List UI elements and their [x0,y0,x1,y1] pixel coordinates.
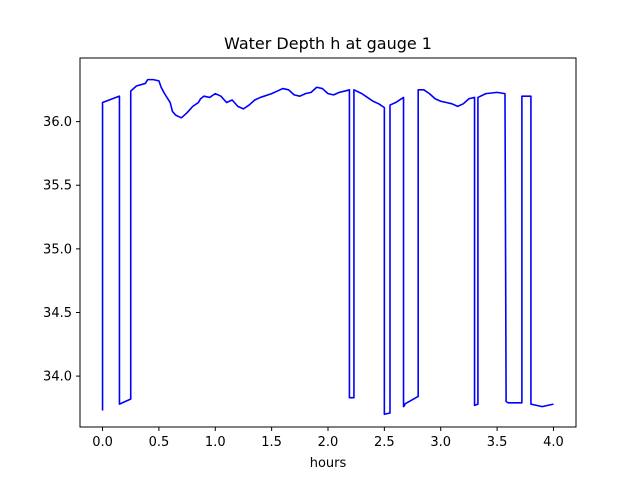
series-layer [101,78,554,416]
chart-title: Water Depth h at gauge 1 [224,34,432,53]
y-tick-label: 34.5 [43,306,72,321]
y-axis: 34.0 34.5 35.0 35.5 36.0 [43,115,80,385]
x-tick-label: 3.0 [430,435,451,450]
y-tick-label: 36.0 [43,115,72,130]
x-tick-label: 2.5 [374,435,395,450]
y-tick-label: 34.0 [43,370,72,385]
x-tick-label: 1.5 [261,435,282,450]
x-tick-label: 3.5 [487,435,508,450]
series-line-0 [101,78,554,416]
y-tick-label: 35.0 [43,242,72,257]
x-axis: 0.0 0.5 1.0 1.5 2.0 2.5 3.0 3.5 4.0 [92,427,564,450]
x-tick-label: 0.0 [92,435,113,450]
x-axis-label: hours [310,456,347,471]
x-tick-label: 0.5 [149,435,170,450]
y-tick-label: 35.5 [43,179,72,194]
x-tick-label: 4.0 [543,435,564,450]
x-tick-label: 2.0 [318,435,339,450]
x-tick-label: 1.0 [205,435,226,450]
